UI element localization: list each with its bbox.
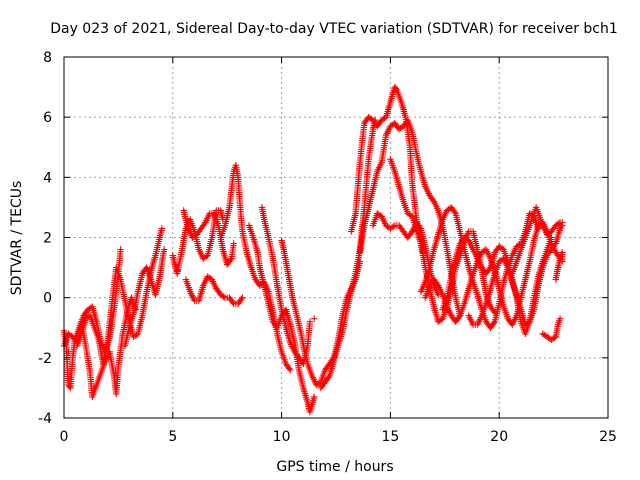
series-t12 <box>317 117 379 392</box>
marker-track <box>121 246 168 349</box>
series-t8 <box>217 162 294 374</box>
data-marks <box>60 83 566 416</box>
x-tick-label: 5 <box>168 429 177 445</box>
y-tick-label: 0 <box>43 291 52 307</box>
marker-track <box>465 222 566 328</box>
marker-track <box>73 225 166 368</box>
y-tick-label: 8 <box>43 50 52 66</box>
y-tick-label: -4 <box>38 411 52 427</box>
y-tick-label: 6 <box>43 110 52 126</box>
marker-track <box>258 204 314 368</box>
marker-track <box>217 162 294 374</box>
marker-track <box>348 83 427 256</box>
x-tick-label: 0 <box>60 429 69 445</box>
marker-track <box>317 117 379 392</box>
y-tick-labels: -4 -2 0 2 4 6 8 <box>38 50 52 427</box>
x-tick-label: 20 <box>490 429 508 445</box>
series-outliers <box>65 267 318 355</box>
y-tick-label: -2 <box>38 351 52 367</box>
marker-track <box>552 249 566 283</box>
series-t16 <box>387 156 498 325</box>
marker-track <box>387 156 498 325</box>
marker-track <box>65 267 318 355</box>
y-tick-label: 2 <box>43 231 52 247</box>
series-t9 <box>245 222 318 416</box>
series-t3 <box>73 225 166 368</box>
series-t4 <box>121 246 168 349</box>
marker-track <box>182 273 246 307</box>
x-tick-label: 10 <box>273 429 291 445</box>
marker-track <box>245 222 318 416</box>
marker-track <box>180 207 237 268</box>
chart-title: Day 023 of 2021, Sidereal Day-to-day VTE… <box>50 21 618 37</box>
x-tick-label: 15 <box>381 429 399 445</box>
series-t6 <box>180 207 237 268</box>
marker-track <box>278 237 364 389</box>
series-t11 <box>278 237 364 389</box>
series-t13 <box>348 83 427 256</box>
series-t10 <box>258 204 314 368</box>
series-t20 <box>465 222 566 328</box>
x-tick-labels: 0 5 10 15 20 25 <box>60 429 617 445</box>
series-t23 <box>552 249 566 283</box>
axis-ticks <box>63 56 609 419</box>
y-tick-label: 4 <box>43 170 52 186</box>
x-tick-label: 25 <box>599 429 617 445</box>
x-axis-label: GPS time / hours <box>276 459 393 475</box>
y-axis-label: SDTVAR / TECUs <box>9 181 25 296</box>
marker-track <box>509 204 566 277</box>
marker-track <box>539 315 564 343</box>
series-t22 <box>539 315 564 343</box>
series-t21 <box>509 204 566 277</box>
series-t7 <box>182 273 246 307</box>
